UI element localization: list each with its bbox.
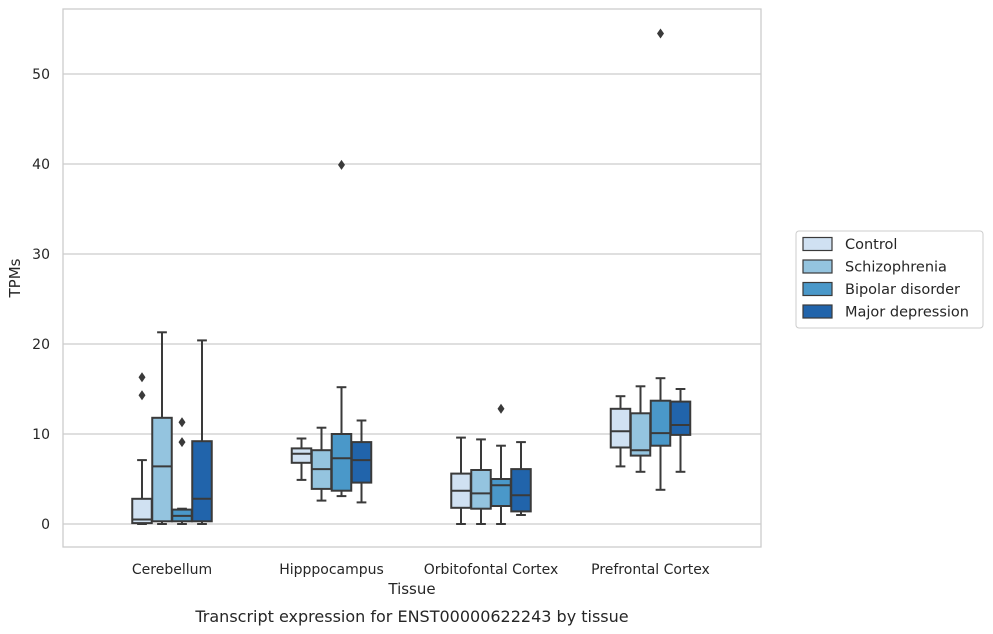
box-major-depression bbox=[669, 388, 692, 473]
box-bipolar-disorder bbox=[330, 159, 353, 498]
box-schizophrenia bbox=[629, 385, 652, 473]
legend-swatch bbox=[802, 259, 833, 274]
box-schizophrenia bbox=[470, 438, 492, 525]
box-body bbox=[290, 447, 313, 464]
y-axis-title: TPMs bbox=[6, 258, 24, 298]
box-body bbox=[669, 400, 692, 436]
box-body bbox=[191, 440, 213, 523]
legend-label: Major depression bbox=[845, 305, 969, 321]
box-body bbox=[330, 433, 353, 492]
x-tick-label: Orbitofontal Cortex bbox=[424, 562, 559, 578]
x-tick-label: Prefrontal Cortex bbox=[591, 562, 710, 578]
box-major-depression bbox=[510, 441, 532, 516]
box-body bbox=[510, 468, 532, 513]
outlier-point bbox=[138, 390, 146, 401]
box-control bbox=[609, 395, 632, 468]
legend-swatch bbox=[802, 281, 833, 297]
legend-label: Control bbox=[845, 237, 897, 253]
box-bipolar-disorder bbox=[649, 28, 672, 491]
boxes-layer bbox=[131, 28, 692, 525]
y-tick-label: 50 bbox=[32, 67, 50, 83]
y-tick-label: 10 bbox=[32, 427, 50, 443]
outlier-point bbox=[178, 417, 186, 428]
x-tick-label: Hipppocampus bbox=[279, 562, 384, 578]
outlier-point bbox=[138, 372, 146, 383]
box-body bbox=[350, 441, 373, 484]
y-tick-labels: 0 10 20 30 40 50 bbox=[32, 67, 50, 533]
y-tick-label: 40 bbox=[32, 157, 50, 173]
outlier-point bbox=[497, 403, 505, 414]
x-tick-labels: Cerebellum Hipppocampus Orbitofontal Corte… bbox=[132, 562, 710, 578]
outlier-point bbox=[338, 159, 345, 170]
box-major-depression bbox=[350, 419, 373, 504]
box-body bbox=[151, 416, 173, 523]
legend-frame bbox=[795, 230, 984, 329]
box-body bbox=[649, 399, 672, 447]
box-schizophrenia bbox=[151, 331, 173, 525]
x-tick-label: Cerebellum bbox=[132, 562, 212, 578]
legend-swatch bbox=[802, 304, 833, 319]
legend-label: Schizophrenia bbox=[845, 260, 947, 276]
legend-swatch bbox=[802, 236, 833, 252]
box-control bbox=[290, 437, 313, 481]
outlier-point bbox=[178, 437, 186, 448]
plot-frame bbox=[62, 8, 762, 548]
box-bipolar-disorder bbox=[490, 403, 512, 525]
box-body bbox=[609, 407, 632, 449]
box-body bbox=[490, 478, 512, 507]
y-tick-label: 20 bbox=[32, 337, 50, 353]
x-axis-title: Tissue bbox=[387, 580, 435, 598]
legend: Control Schizophrenia Bipolar disorder Majo… bbox=[795, 230, 984, 329]
legend-label: Bipolar disorder bbox=[845, 282, 960, 298]
y-tick-label: 30 bbox=[32, 247, 50, 263]
box-major-depression bbox=[191, 339, 213, 525]
outlier-point bbox=[657, 28, 664, 39]
box-control bbox=[450, 436, 472, 525]
chart-caption: Transcript expression for ENST0000062224… bbox=[194, 607, 628, 626]
y-tick-label: 0 bbox=[41, 517, 50, 533]
box-body bbox=[470, 469, 492, 510]
